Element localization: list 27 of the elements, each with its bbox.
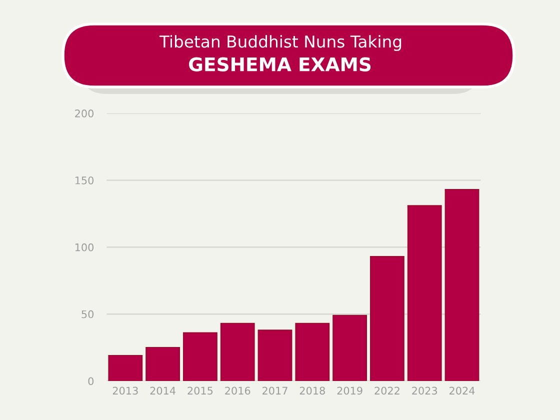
y-tick-label: 0 bbox=[88, 377, 94, 386]
x-tick-label: 2018 bbox=[300, 386, 325, 395]
bar bbox=[146, 346, 180, 381]
x-tick-label: 2014 bbox=[150, 386, 176, 395]
bar bbox=[332, 314, 367, 381]
x-tick-label: 2015 bbox=[188, 386, 213, 395]
y-tick-label: 200 bbox=[75, 110, 94, 118]
bar bbox=[108, 355, 143, 381]
bar bbox=[220, 322, 255, 381]
y-tick-label: 50 bbox=[82, 310, 94, 318]
bar bbox=[183, 332, 218, 381]
x-tick-label: 2016 bbox=[225, 386, 250, 395]
chart-title: Tibetan Buddhist Nuns Taking bbox=[159, 35, 402, 51]
y-tick-label: 100 bbox=[75, 243, 94, 252]
x-tick-label: 2017 bbox=[262, 386, 288, 395]
bar bbox=[407, 205, 442, 381]
x-tick-label: 2019 bbox=[337, 386, 362, 395]
bar bbox=[258, 330, 292, 381]
x-tick-label: 2022 bbox=[374, 386, 400, 395]
x-tick-label: 2024 bbox=[450, 386, 475, 395]
y-tick-label: 150 bbox=[75, 176, 94, 184]
x-tick-label: 2023 bbox=[412, 386, 438, 395]
bar bbox=[444, 189, 480, 381]
chart-subtitle: GESHEMA EXAMS bbox=[189, 57, 371, 72]
bar bbox=[295, 322, 330, 381]
x-tick-label: 2013 bbox=[112, 386, 138, 395]
bar bbox=[370, 256, 404, 381]
